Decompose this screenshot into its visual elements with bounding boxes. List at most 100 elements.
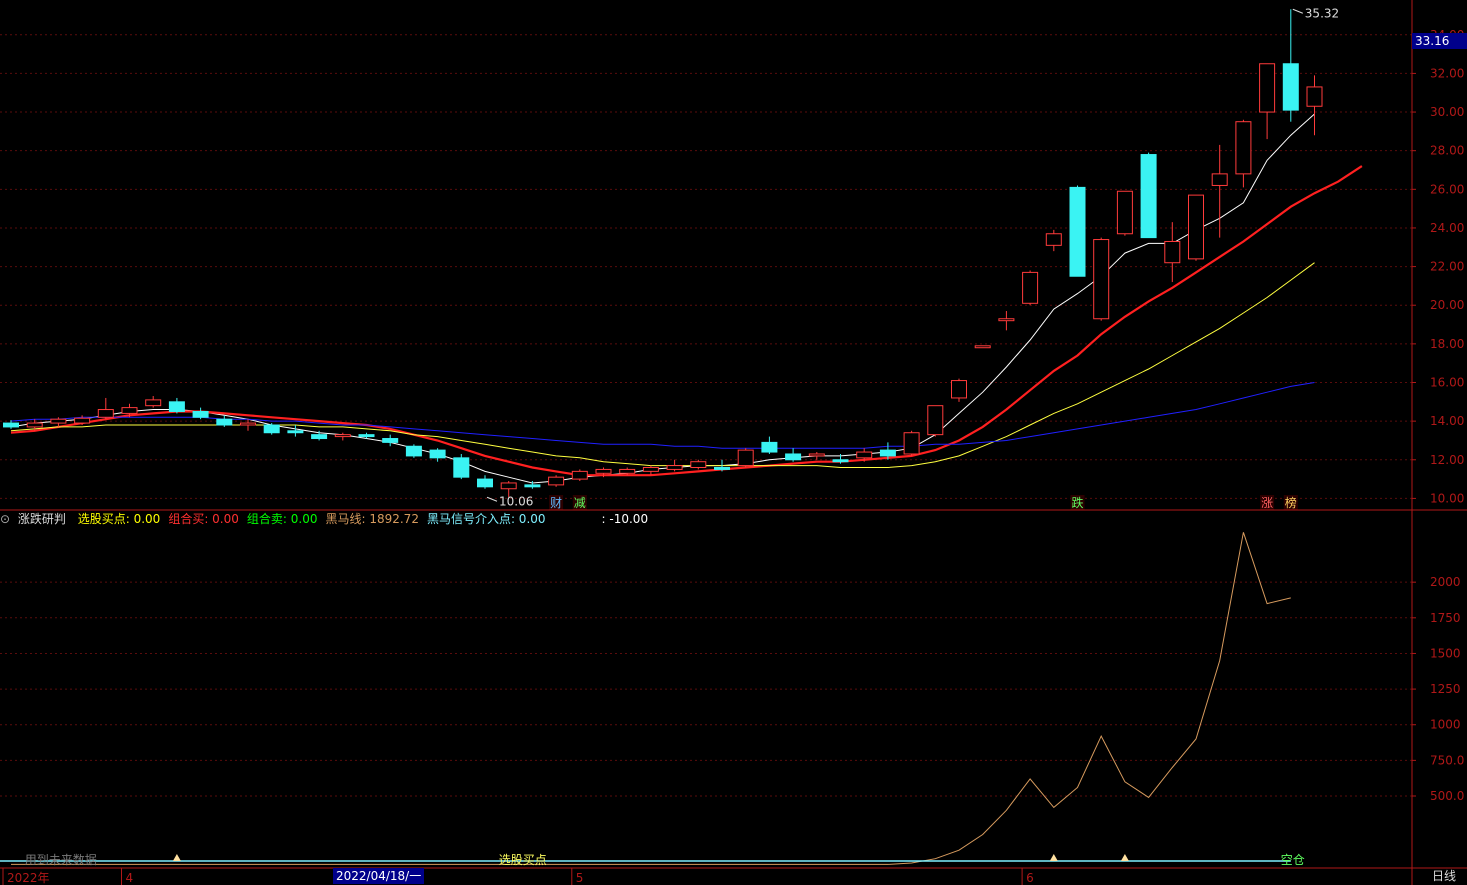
candle-body [1140,154,1157,239]
indicator-legend: ⊙ 涨跌研判 选股买点: 0.00 组合买: 0.00 组合卖: 0.00 黑马线: … [0,510,900,528]
candle-body [714,467,730,470]
candle-body [761,441,778,453]
signal-triangle [1049,854,1058,861]
marker-label: 减 [574,496,586,510]
indicator-item: 黑马信号介入点: 0.00 [426,512,546,526]
annotation-label: 35.32 [1305,6,1339,20]
signal-label: 空仓 [1281,853,1305,867]
y-tick-label: 18.00 [1430,337,1464,351]
annotation-label: 10.06 [499,494,533,508]
candle-body [1069,186,1086,277]
marker-label: 涨 [1261,495,1273,510]
x-tick-label: 6 [1026,871,1034,885]
x-tick-label: 4 [126,871,134,885]
candle-body [334,434,351,438]
candle-body [192,410,209,418]
sub-y-tick-label: 1250 [1430,682,1461,696]
sub-y-tick-label: 1500 [1430,646,1461,660]
candle-body [263,424,280,434]
candle-body [998,318,1015,322]
y-tick-label: 10.00 [1430,491,1464,505]
x-tick-label: 2022年 [7,871,50,885]
candle-body [168,401,185,412]
current-price-badge: 33.16 [1412,33,1467,49]
candle-body [145,399,162,407]
marker-label: 跌 [1071,495,1083,510]
candle-body [548,476,565,486]
marker-label: 财 [550,496,562,510]
candle-body [240,422,256,426]
candle-body [1045,233,1062,246]
indicator-item: : -10.00 [601,512,649,526]
candle-body [974,345,991,349]
candle-body [1282,63,1299,111]
candle-body [1164,240,1181,264]
annotation-arrow [1292,8,1303,14]
marker-box [572,495,587,510]
candle-body [1093,239,1110,320]
y-tick-label: 16.00 [1430,376,1464,390]
candle-body [856,451,873,459]
candle-body [832,459,849,463]
y-tick-label: 26.00 [1430,182,1464,196]
candle-body [74,417,91,424]
candle-body [927,405,944,436]
candle-body [619,468,636,474]
indicator-item: 选股买点: 0.00 [77,512,161,526]
collapse-icon[interactable]: ⊙ [0,512,11,526]
candle-body [642,467,659,472]
ma-line-1 [10,165,1363,477]
candle-body [405,445,422,457]
marker-box [1260,495,1275,510]
candle-body [121,407,138,414]
candle-body [1116,190,1133,235]
signal-triangle [1120,854,1129,861]
candle-body [1259,63,1276,113]
y-tick-label: 32.00 [1430,66,1464,80]
indicator-name[interactable]: 涨跌研判 [17,512,66,526]
x-tick-label: 5 [576,871,584,885]
marker-label: 榜 [1285,495,1297,510]
candle-body [785,453,802,461]
candle-body [500,482,517,490]
candle-body [216,418,233,426]
marker-box [549,495,564,510]
candle-body [595,468,612,474]
y-tick-label: 20.00 [1430,298,1464,312]
candle-body [737,449,754,467]
candle-body [1188,194,1204,260]
candle-body [690,461,707,469]
y-tick-label: 24.00 [1430,221,1464,235]
marker-box [1283,495,1298,510]
signal-label: 选股买点 [499,853,547,867]
candle-body [951,380,967,399]
y-tick-label: 22.00 [1430,260,1464,274]
candle-body [1211,173,1228,186]
candle-body [571,470,588,480]
candle-body [903,432,920,455]
candle-body [1306,86,1323,107]
signal-label: 用到未来数据 [25,852,97,867]
selected-date: 2022/04/18/一 [333,868,424,884]
candle-body [453,457,470,478]
candle-body [311,434,328,440]
ma-line-0 [10,113,1315,484]
indicator-item: 组合买: 0.00 [168,512,239,526]
indicator-item: 组合卖: 0.00 [246,512,318,526]
candle-body [287,430,304,434]
candle-body [382,438,399,443]
marker-box [1070,495,1085,510]
period-button[interactable]: 日线 [1431,869,1456,883]
y-tick-label: 14.00 [1430,414,1464,428]
candle-body [1235,121,1252,175]
candle-body [3,422,19,428]
candle-body [1022,271,1039,304]
candle-body [808,453,825,457]
candle-body [429,449,446,459]
candle-body [477,478,493,488]
sub-y-tick-label: 1750 [1430,611,1461,625]
ma-line-2 [10,262,1315,468]
candle-body [50,418,67,424]
signal-triangle [172,854,181,861]
